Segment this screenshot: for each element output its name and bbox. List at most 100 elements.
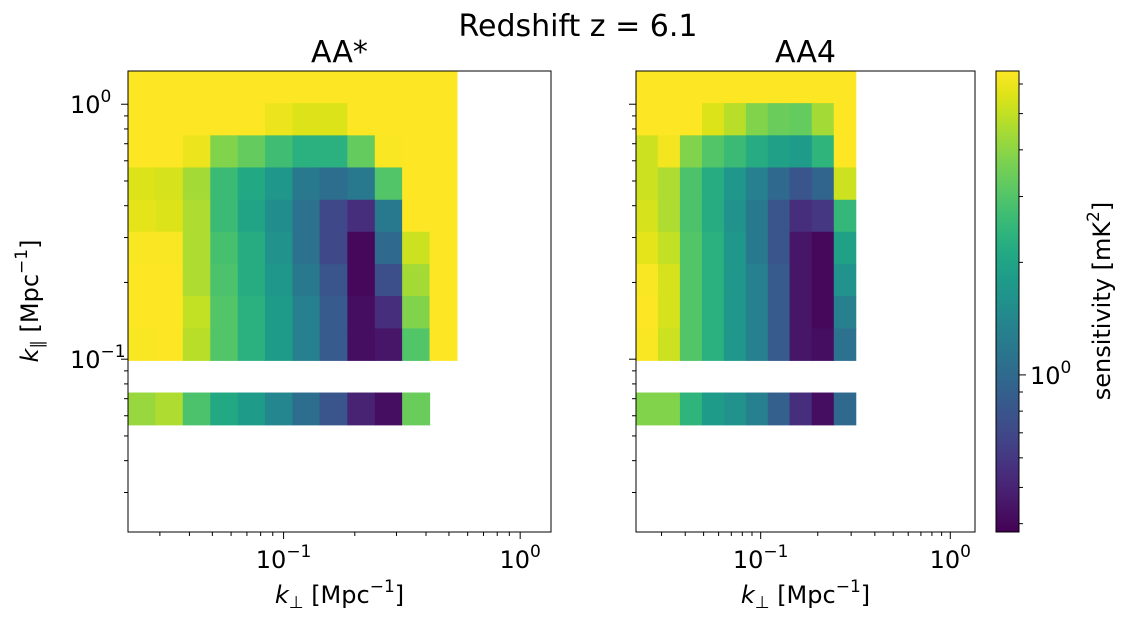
heatmap-cell [767,295,791,330]
heatmap-cell [679,231,703,265]
heatmap-cell [292,71,321,104]
heatmap-cell [319,328,348,361]
heatmap-cell [155,231,184,265]
heatmap-cell [182,103,211,136]
heatmap-cell [182,231,211,265]
heatmap-cell [636,135,659,169]
heatmap-cell [811,103,835,136]
heatmap-cell [319,167,348,201]
heatmap-cell [789,295,813,330]
heatmap-cell [155,167,184,201]
heatmap-cell [679,135,703,169]
heatmap-cell [402,103,431,136]
heatmap-cell [657,295,681,330]
heatmap-cell [745,103,769,136]
heatmap-cell [657,199,681,233]
x-tick-label: 10−1 [256,542,312,574]
heatmap-cell [811,295,835,330]
heatmap-cell [833,71,857,104]
heatmap-cell [429,231,458,265]
figure-suptitle: Redshift z = 6.1 [459,9,698,44]
heatmap-cell [319,71,348,104]
heatmap-cell [701,328,725,361]
heatmap-cell [767,103,791,136]
heatmap-cell [292,167,321,201]
heatmap-cell [767,135,791,169]
x-tick-label: 10−1 [733,542,789,574]
colorbar-frame [995,70,1020,533]
heatmap-cell [237,264,266,297]
heatmap-cell [657,167,681,201]
heatmap-cell [636,295,659,330]
heatmap-cell [347,264,376,297]
heatmap-cell [210,295,239,330]
heatmap-cell [265,392,294,426]
heatmap-cell [237,231,266,265]
heatmap-cell [745,199,769,233]
heatmap-cell [657,135,681,169]
heatmap-cell [155,328,184,361]
heatmap-cell [237,295,266,330]
heatmap-cell [745,231,769,265]
heatmap-cell [210,135,239,169]
heatmap-cell [155,71,184,104]
heatmap-cell [679,167,703,201]
heatmap-cell [128,392,156,426]
heatmap-cell [155,199,184,233]
heatmap-cell [723,328,747,361]
x-axis-label-aa4: k⊥ [Mpc−1] [741,577,870,613]
heatmap-aa4 [636,71,857,426]
heatmap-cell [265,103,294,136]
heatmap-cell [374,392,403,426]
heatmap-cell [679,392,703,426]
heatmap-cell [374,295,403,330]
axes-frame-aa-star [127,70,552,533]
heatmap-cell [292,135,321,169]
heatmap-cell [292,264,321,297]
heatmap-cell [679,295,703,330]
heatmap-cell [811,264,835,297]
heatmap-cell [347,103,376,136]
heatmap-cell [636,264,659,297]
heatmap-cell [767,328,791,361]
heatmap-cell [767,199,791,233]
heatmap-cell [402,231,431,265]
x-tick-label: 100 [930,542,971,574]
heatmap-cell [679,199,703,233]
heatmap-cell [347,295,376,330]
heatmap-cell [265,231,294,265]
heatmap-cell [402,135,431,169]
heatmap-cell [429,264,458,297]
heatmap-cell [701,135,725,169]
heatmap-cell [789,71,813,104]
heatmap-cell [155,103,184,136]
heatmap-cell [657,264,681,297]
panel-title-aa4: AA4 [775,35,836,70]
heatmap-cell [128,295,156,330]
heatmap-cell [789,167,813,201]
x-axis-label-aa-star: k⊥ [Mpc−1] [275,577,404,613]
y-tick-label: 100 [70,87,111,119]
heatmap-cell [210,392,239,426]
heatmap-cell [210,264,239,297]
heatmap-cell [182,328,211,361]
heatmap-cell [811,392,835,426]
heatmap-cell [811,199,835,233]
heatmap-cell [128,135,156,169]
heatmap-cell [128,199,156,233]
heatmap-cell [636,103,659,136]
heatmap-cell [319,264,348,297]
heatmap-cell [210,328,239,361]
heatmap-cell [292,231,321,265]
heatmap-cell [745,328,769,361]
heatmap-cell [292,392,321,426]
heatmap-cell [767,231,791,265]
heatmap-cell [128,264,156,297]
x-tick-label: 100 [499,542,540,574]
heatmap-cell [182,264,211,297]
heatmap-cell [701,103,725,136]
heatmap-cell [402,264,431,297]
heatmap-cell [319,295,348,330]
heatmap-cell [265,199,294,233]
